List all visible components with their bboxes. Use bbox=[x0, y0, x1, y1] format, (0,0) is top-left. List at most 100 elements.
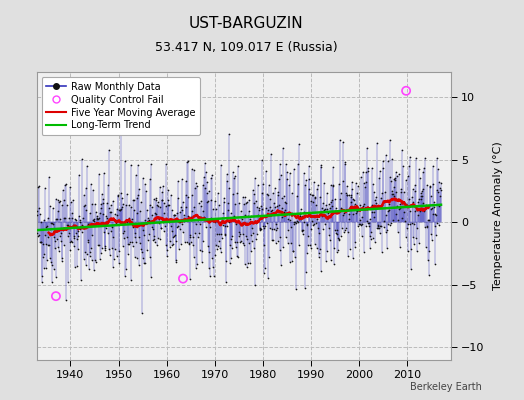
Point bbox=[51, 238, 59, 244]
Point bbox=[95, 171, 104, 178]
Point bbox=[422, 201, 430, 208]
Point bbox=[238, 216, 246, 223]
Point bbox=[296, 211, 304, 218]
Point bbox=[242, 233, 250, 239]
Point bbox=[375, 225, 383, 231]
Point bbox=[162, 247, 171, 253]
Point bbox=[275, 202, 283, 208]
Point bbox=[91, 201, 99, 208]
Point bbox=[252, 220, 260, 226]
Point bbox=[371, 197, 379, 204]
Point bbox=[284, 216, 292, 222]
Point bbox=[355, 221, 363, 228]
Point bbox=[48, 220, 57, 226]
Point bbox=[188, 191, 196, 198]
Point bbox=[162, 242, 170, 248]
Point bbox=[301, 284, 309, 291]
Point bbox=[143, 247, 151, 254]
Point bbox=[270, 226, 278, 233]
Point bbox=[236, 214, 245, 220]
Point bbox=[58, 258, 66, 264]
Point bbox=[176, 209, 184, 216]
Point bbox=[212, 230, 221, 237]
Point bbox=[301, 181, 310, 188]
Point bbox=[88, 232, 96, 238]
Point bbox=[296, 210, 304, 216]
Point bbox=[304, 163, 313, 169]
Point bbox=[112, 253, 121, 260]
Point bbox=[184, 240, 193, 246]
Point bbox=[391, 174, 399, 181]
Point bbox=[265, 254, 273, 260]
Point bbox=[167, 241, 176, 248]
Point bbox=[68, 215, 76, 221]
Point bbox=[124, 251, 132, 257]
Point bbox=[324, 210, 332, 216]
Point bbox=[80, 256, 88, 262]
Point bbox=[327, 257, 335, 263]
Point bbox=[205, 273, 214, 279]
Point bbox=[429, 163, 437, 170]
Point bbox=[70, 233, 78, 239]
Point bbox=[250, 200, 258, 206]
Point bbox=[414, 240, 423, 246]
Point bbox=[217, 162, 225, 168]
Point bbox=[270, 200, 279, 206]
Point bbox=[84, 220, 92, 227]
Point bbox=[210, 217, 218, 224]
Point bbox=[93, 241, 102, 248]
Point bbox=[185, 241, 193, 247]
Point bbox=[427, 206, 435, 212]
Point bbox=[316, 162, 325, 169]
Point bbox=[100, 229, 108, 236]
Point bbox=[316, 246, 324, 252]
Point bbox=[160, 222, 169, 229]
Point bbox=[294, 242, 303, 249]
Point bbox=[64, 222, 72, 228]
Point bbox=[253, 212, 261, 218]
Point bbox=[166, 237, 174, 244]
Point bbox=[237, 238, 245, 244]
Point bbox=[247, 213, 256, 220]
Point bbox=[336, 204, 345, 211]
Point bbox=[239, 194, 248, 200]
Point bbox=[401, 218, 409, 225]
Point bbox=[77, 276, 85, 283]
Point bbox=[69, 221, 77, 228]
Point bbox=[225, 185, 233, 191]
Point bbox=[170, 212, 178, 218]
Point bbox=[157, 189, 166, 195]
Point bbox=[87, 244, 95, 251]
Point bbox=[231, 173, 239, 180]
Point bbox=[260, 270, 268, 276]
Point bbox=[105, 246, 114, 252]
Point bbox=[103, 222, 112, 228]
Point bbox=[344, 216, 353, 222]
Point bbox=[193, 234, 202, 240]
Point bbox=[267, 206, 276, 213]
Point bbox=[148, 212, 157, 218]
Point bbox=[37, 219, 46, 226]
Point bbox=[329, 182, 337, 188]
Point bbox=[65, 214, 73, 221]
Point bbox=[379, 224, 388, 230]
Point bbox=[284, 240, 292, 246]
Point bbox=[421, 206, 430, 212]
Point bbox=[335, 236, 344, 242]
Point bbox=[203, 179, 212, 185]
Point bbox=[133, 255, 141, 262]
Point bbox=[134, 192, 143, 198]
Point bbox=[132, 234, 140, 240]
Point bbox=[278, 214, 286, 220]
Point bbox=[382, 229, 390, 235]
Point bbox=[74, 246, 82, 252]
Point bbox=[158, 197, 167, 203]
Point bbox=[66, 238, 74, 245]
Point bbox=[432, 232, 440, 238]
Point bbox=[207, 175, 215, 182]
Point bbox=[83, 163, 91, 169]
Point bbox=[311, 194, 320, 201]
Point bbox=[94, 216, 102, 223]
Point bbox=[190, 254, 198, 260]
Point bbox=[122, 202, 130, 209]
